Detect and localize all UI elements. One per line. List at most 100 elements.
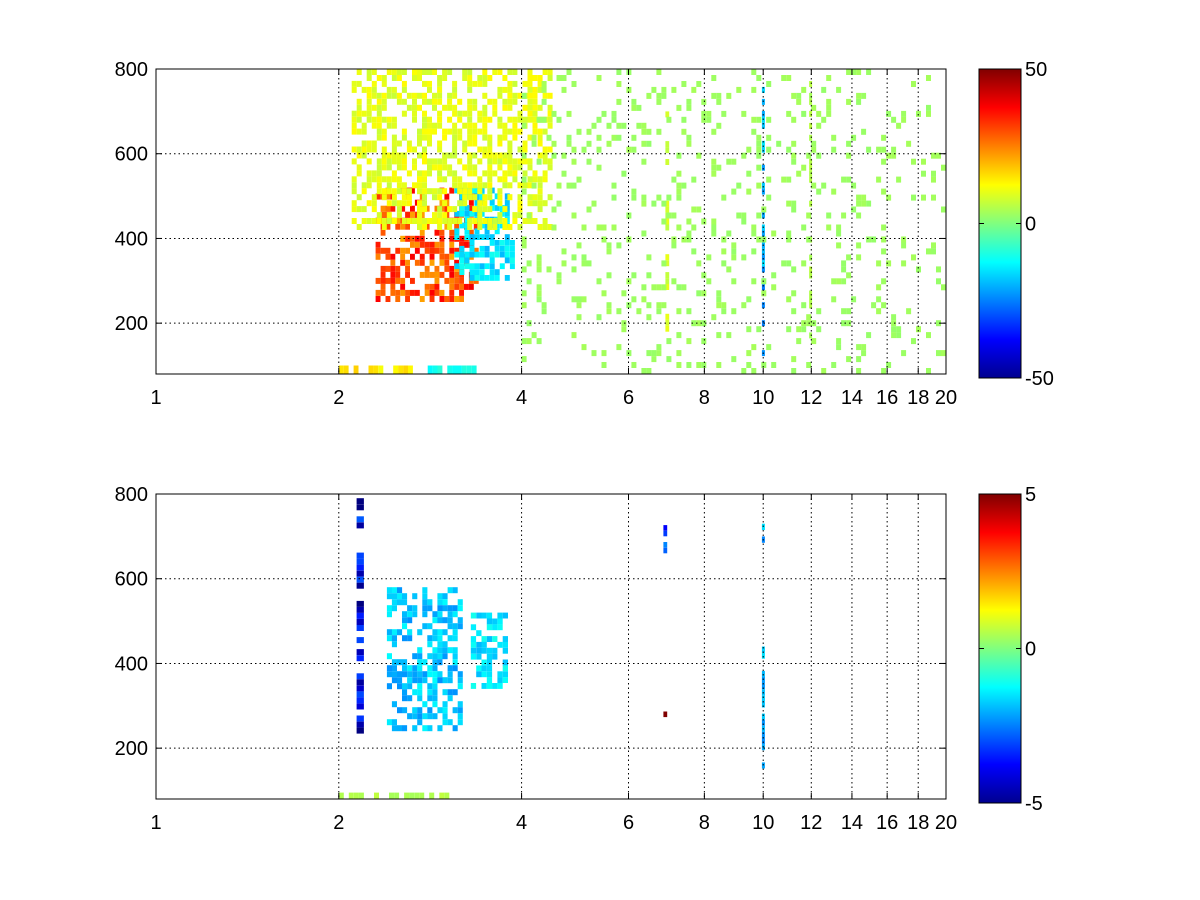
heatmap-cell [353, 792, 359, 799]
heatmap-cell [671, 86, 677, 93]
heatmap-cell [497, 92, 503, 99]
heatmap-cell [487, 224, 493, 230]
heatmap-cell [432, 713, 438, 720]
heatmap-cell [526, 212, 532, 219]
x-tick-label: 10 [752, 812, 774, 834]
heatmap-cell [502, 677, 508, 683]
heatmap-cell [831, 296, 837, 303]
heatmap-cell [502, 98, 508, 105]
heatmap-cell [606, 242, 612, 249]
heatmap-cell [626, 302, 632, 309]
heatmap-cell [856, 242, 862, 249]
heatmap-cell [766, 176, 772, 183]
heatmap-cell [405, 211, 410, 218]
heatmap-cell [417, 629, 423, 636]
heatmap-cell [487, 152, 493, 159]
heatmap-cell [656, 128, 662, 135]
heatmap-cell [366, 116, 372, 123]
heatmap-cell [366, 218, 372, 224]
heatmap-cell [706, 116, 712, 123]
heatmap-cell [371, 116, 377, 123]
heatmap-cell [437, 80, 443, 87]
heatmap-cell [442, 188, 448, 195]
heatmap-cell [442, 158, 448, 165]
heatmap-cell [821, 182, 827, 189]
heatmap-cell [356, 637, 364, 644]
heatmap-cell [422, 152, 427, 159]
heatmap-cell [439, 253, 445, 260]
heatmap-cell [486, 636, 493, 642]
heatmap-cell [472, 134, 478, 141]
heatmap-cell [631, 362, 637, 368]
heatmap-cell [499, 245, 505, 252]
heatmap-cell [881, 158, 887, 165]
heatmap-cell [442, 647, 448, 654]
heatmap-cell [381, 75, 387, 81]
heatmap-cell [468, 205, 474, 212]
heatmap-cell [721, 194, 727, 201]
heatmap-cell [439, 199, 445, 206]
heatmap-cell [459, 210, 465, 217]
heatmap-cell [566, 140, 572, 147]
heatmap-cell [356, 564, 364, 571]
heatmap-cell [517, 206, 523, 213]
heatmap-cell [809, 302, 813, 309]
heatmap-cell [356, 582, 364, 589]
heatmap-cell [532, 98, 538, 105]
heatmap-cell [391, 122, 397, 129]
heatmap-cell [836, 344, 842, 351]
heatmap-cell [417, 677, 423, 684]
heatmap-cell [741, 254, 747, 261]
heatmap-cell [464, 205, 470, 211]
heatmap-cell [422, 69, 427, 75]
heatmap-cell [371, 80, 377, 87]
heatmap-cell [361, 128, 367, 135]
heatmap-cell [706, 110, 712, 117]
heatmap-cell [442, 75, 448, 81]
heatmap-cell [356, 721, 364, 728]
heatmap-cell [442, 677, 448, 684]
heatmap-cell [911, 81, 916, 87]
heatmap-cell [527, 80, 533, 87]
heatmap-cell [571, 296, 577, 303]
heatmap-cell [401, 164, 407, 171]
heatmap-cell [457, 623, 463, 630]
heatmap-cell [407, 683, 413, 690]
heatmap-cell [432, 128, 437, 135]
colorbar-tick-label: 0 [1025, 214, 1036, 236]
heatmap-cell [396, 152, 402, 159]
x-tick-label: 14 [841, 387, 863, 409]
heatmap-cell [432, 104, 437, 111]
heatmap-cell [356, 625, 364, 631]
heatmap-cell [437, 75, 443, 81]
heatmap-cell [356, 146, 362, 153]
heatmap-cell [566, 69, 572, 75]
heatmap-cell [761, 701, 765, 708]
heatmap-cell [427, 623, 433, 630]
heatmap-cell [422, 122, 427, 129]
heatmap-cell [891, 146, 897, 153]
heatmap-cell [711, 314, 717, 321]
heatmap-cell [385, 265, 391, 272]
heatmap-cell [434, 241, 440, 248]
heatmap-cell [454, 271, 460, 278]
heatmap-cell [412, 611, 418, 618]
heatmap-cell [751, 128, 757, 135]
heatmap-cell [497, 116, 503, 123]
heatmap-cell [601, 236, 607, 243]
heatmap-cell [816, 326, 822, 333]
heatmap-cell [412, 677, 418, 684]
heatmap-cell [497, 200, 503, 207]
heatmap-cell [419, 792, 425, 799]
heatmap-cell [462, 188, 468, 195]
heatmap-cell [536, 158, 542, 165]
heatmap-cell [771, 362, 777, 368]
heatmap-cell [395, 277, 401, 284]
heatmap-cell [459, 277, 464, 284]
heatmap-cell [816, 152, 822, 159]
heatmap-cell [746, 326, 752, 333]
heatmap-cell [492, 653, 498, 660]
colorbar-tick-label: 50 [1025, 59, 1047, 81]
heatmap-cell [437, 605, 443, 612]
